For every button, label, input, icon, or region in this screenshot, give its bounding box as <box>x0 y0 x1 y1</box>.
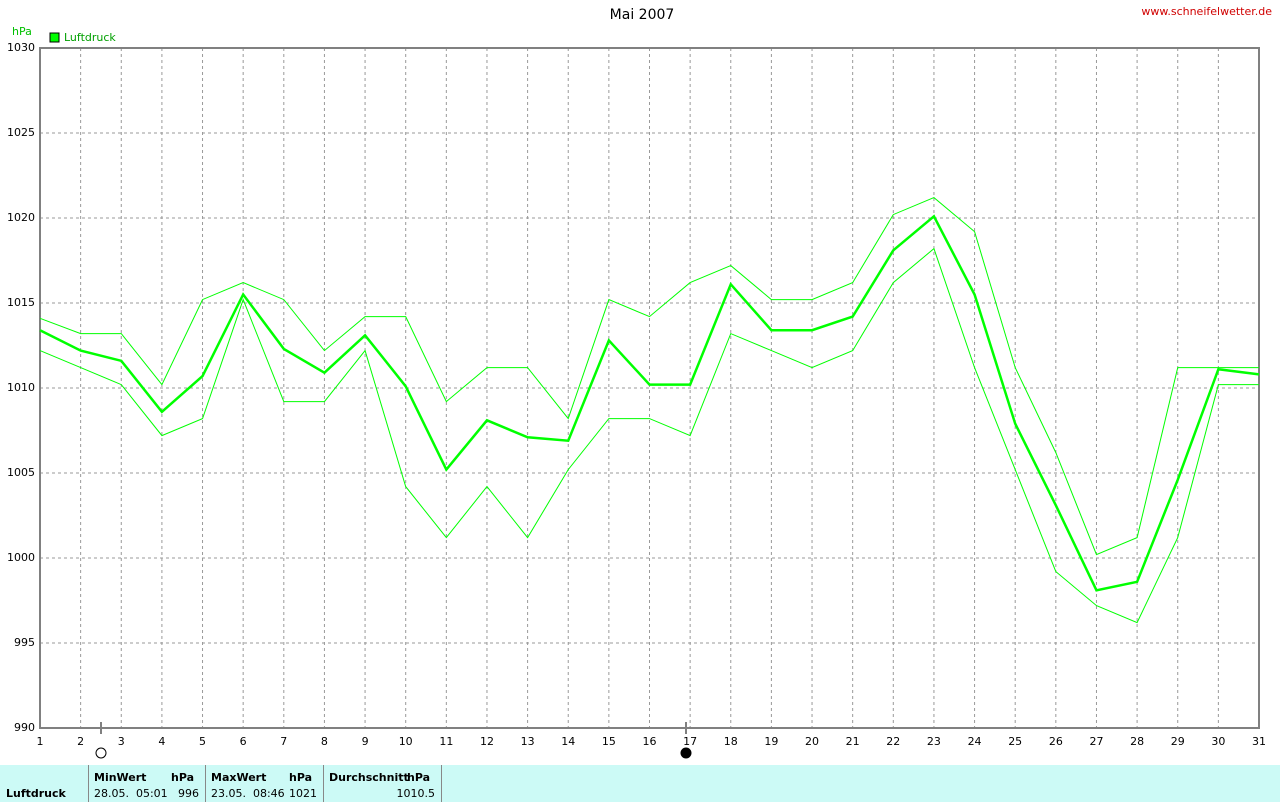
full-moon <box>95 747 107 759</box>
x-tick-label: 6 <box>240 735 247 748</box>
summary-panel: Luftdruck MinWert hPa 28.05. 05:01 996 MaxWe… <box>0 765 1280 802</box>
x-tick-label: 8 <box>321 735 328 748</box>
data-line <box>39 197 1259 556</box>
x-tick-label: 29 <box>1171 735 1185 748</box>
new-moon <box>680 747 692 759</box>
y-tick-label: 1020 <box>7 211 35 224</box>
column-unit: hPa <box>407 771 431 784</box>
x-tick-label: 10 <box>399 735 413 748</box>
x-tick-label: 30 <box>1211 735 1225 748</box>
column-value: 1021 <box>289 787 317 800</box>
y-tick-label: 990 <box>14 721 35 734</box>
x-tick-label: 24 <box>968 735 982 748</box>
x-tick-label: 16 <box>643 735 657 748</box>
column-value: 996 <box>178 787 199 800</box>
column-unit: hPa <box>171 771 195 784</box>
x-tick-label: 31 <box>1252 735 1266 748</box>
y-tick-label: 1000 <box>7 551 35 564</box>
x-tick-label: 25 <box>1008 735 1022 748</box>
x-tick-label: 14 <box>561 735 575 748</box>
y-tick-label: 1005 <box>7 466 35 479</box>
x-tick-label: 4 <box>158 735 165 748</box>
x-tick-label: 17 <box>683 735 697 748</box>
y-axis-label: hPa <box>12 25 32 38</box>
column-title: Durchschnitt <box>329 771 409 784</box>
source: www.schneifelwetter.de <box>1141 5 1272 18</box>
x-tick-label: 23 <box>927 735 941 748</box>
x-tick-label: 3 <box>118 735 125 748</box>
summary-label: Luftdruck <box>6 787 66 800</box>
column-value: 1010.5 <box>396 787 436 800</box>
column-title: MaxWert <box>211 771 267 784</box>
column-title: MinWert <box>94 771 147 784</box>
separator <box>88 765 89 802</box>
data-line <box>39 214 1260 592</box>
chart: Mai 2007 www.schneifelwetter.de hPa Luft… <box>7 5 1272 759</box>
x-tick-label: 15 <box>602 735 616 748</box>
plot-frame <box>39 47 1260 729</box>
x-tick-label: 9 <box>362 735 369 748</box>
y-tick-label: 1010 <box>7 381 35 394</box>
x-tick-label: 12 <box>480 735 494 748</box>
x-tick-label: 20 <box>805 735 819 748</box>
x-tick-label: 19 <box>764 735 778 748</box>
y-tick-label: 1025 <box>7 126 35 139</box>
x-tick-label: 1 <box>37 735 44 748</box>
legend-label: Luftdruck <box>64 31 116 44</box>
chart-title: Mai 2007 <box>610 7 675 23</box>
x-tick-label: 21 <box>846 735 860 748</box>
y-tick-label: 995 <box>14 636 35 649</box>
y-tick-label: 1030 <box>7 41 35 54</box>
legend-swatch <box>49 32 60 43</box>
x-tick-label: 27 <box>1089 735 1103 748</box>
x-tick-label: 5 <box>199 735 206 748</box>
x-tick-label: 11 <box>439 735 453 748</box>
x-tick-label: 2 <box>77 735 84 748</box>
y-tick-label: 1015 <box>7 296 35 309</box>
column-time: 28.05. 05:01 <box>94 787 168 800</box>
x-tick-label: 7 <box>280 735 287 748</box>
data-line <box>39 247 1259 624</box>
x-tick-label: 26 <box>1049 735 1063 748</box>
x-tick-label: 18 <box>724 735 738 748</box>
x-tick-label: 13 <box>521 735 535 748</box>
x-tick-label: 28 <box>1130 735 1144 748</box>
column-unit: hPa <box>289 771 313 784</box>
separator <box>205 765 206 802</box>
column-time: 23.05. 08:46 <box>211 787 285 800</box>
x-tick-label: 22 <box>886 735 900 748</box>
separator <box>441 765 442 802</box>
separator <box>323 765 324 802</box>
